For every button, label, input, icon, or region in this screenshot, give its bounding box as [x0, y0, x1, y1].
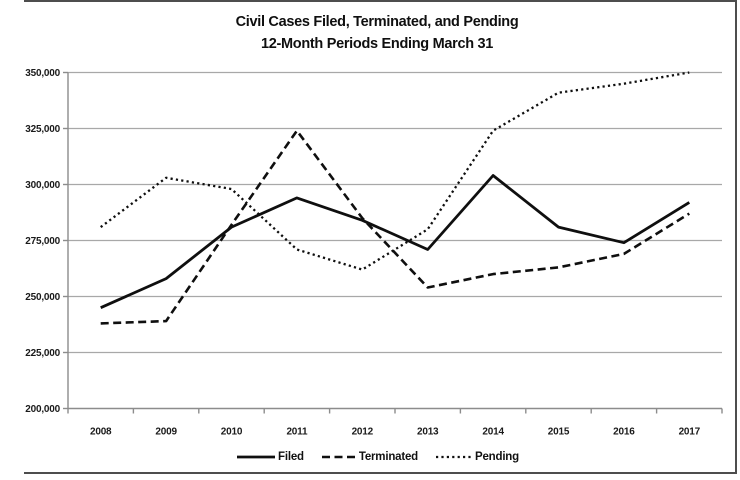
- x-axis-label: 2008: [90, 427, 112, 438]
- y-axis-label: 225,000: [25, 348, 60, 359]
- x-axis-label: 2016: [613, 427, 635, 438]
- x-axis-label: 2013: [417, 427, 439, 438]
- solid-line-sample-icon: [237, 455, 276, 459]
- dashed-line-sample-icon: [321, 455, 356, 459]
- chart-title: Civil Cases Filed, Terminated, and Pendi…: [14, 11, 740, 55]
- chart-title-line2: 12-Month Periods Ending March 31: [260, 36, 494, 52]
- x-axis-label: 2009: [155, 427, 177, 438]
- legend-label-pending: Pending: [475, 451, 519, 463]
- x-axis-label: 2012: [352, 427, 374, 438]
- y-axis-label: 275,000: [25, 236, 60, 247]
- y-axis-label: 325,000: [25, 124, 60, 135]
- y-axis-label: 200,000: [25, 404, 60, 415]
- series-pending-line: [100, 71, 690, 271]
- x-axis-label: 2015: [548, 427, 570, 438]
- series-terminated-line: [100, 129, 690, 325]
- legend-item-terminated: Terminated: [321, 451, 418, 463]
- x-axis-label: 2017: [679, 427, 701, 438]
- x-axis-label: 2010: [221, 427, 243, 438]
- chart-title-line1: Civil Cases Filed, Terminated, and Pendi…: [235, 14, 519, 30]
- legend-label-terminated: Terminated: [358, 451, 418, 463]
- y-axis-label: 250,000: [25, 292, 60, 303]
- chart-legend: Filed Terminated Pending: [15, 448, 740, 466]
- dotted-line-sample-icon: [436, 455, 472, 459]
- legend-item-filed: Filed: [236, 451, 304, 463]
- legend-label-filed: Filed: [278, 451, 304, 463]
- y-axis-label: 350,000: [25, 68, 60, 79]
- y-axis-label: 300,000: [25, 180, 60, 191]
- series-filed-line: [100, 174, 691, 309]
- x-axis-label: 2014: [482, 427, 504, 438]
- x-axis-label: 2011: [286, 427, 308, 438]
- legend-item-pending: Pending: [435, 451, 519, 463]
